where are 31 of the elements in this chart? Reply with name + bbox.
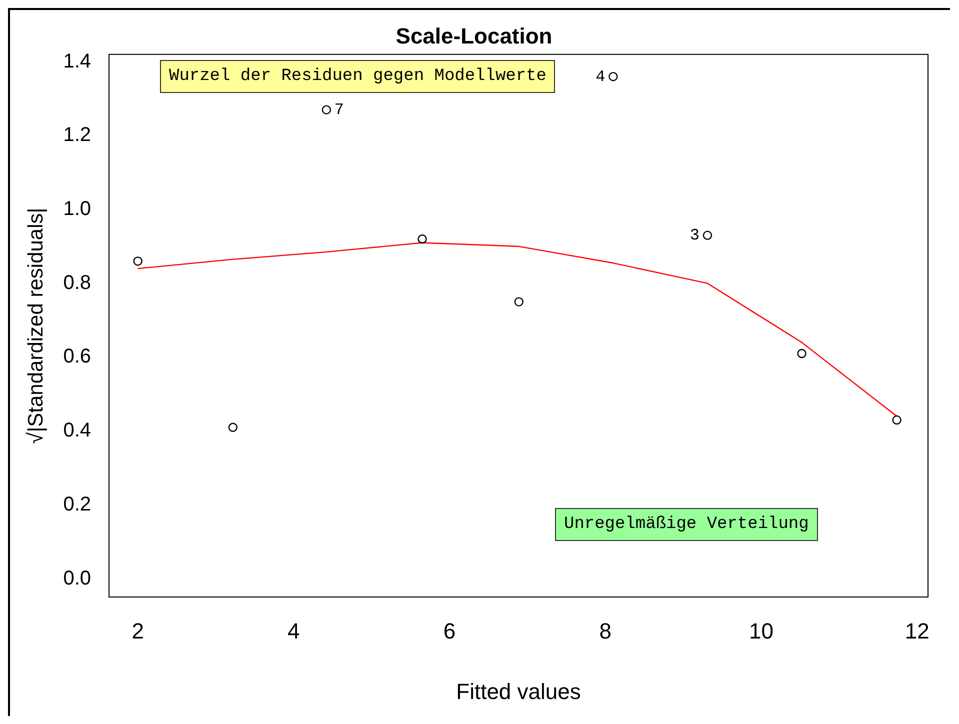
y-tick-label: 0.6 — [63, 346, 92, 368]
annotation: Wurzel der Residuen gegen Modellwerte — [160, 60, 556, 93]
y-axis-title: √|Standardized residuals| — [24, 208, 48, 444]
point — [608, 72, 618, 82]
point — [797, 348, 806, 358]
chart-title: Scale-Location — [396, 23, 552, 48]
point — [702, 230, 712, 240]
x-tick-label: 12 — [904, 618, 930, 644]
y-tick-label: 1.4 — [63, 50, 92, 72]
point — [228, 422, 238, 432]
point — [418, 234, 427, 244]
annotation: 4 — [596, 68, 606, 86]
y-tick-label: 0.2 — [63, 493, 92, 516]
point — [514, 297, 524, 306]
y-tick-label: 0.4 — [63, 420, 92, 442]
annotation: 7 — [334, 101, 344, 120]
x-tick-label: 8 — [599, 618, 612, 644]
annotation: 3 — [690, 226, 700, 245]
y-tick-label: 0.0 — [63, 567, 92, 590]
y-tick-label: 1.0 — [63, 198, 92, 220]
x-tick-label: 10 — [748, 618, 774, 644]
point — [322, 105, 332, 114]
x-tick-label: 6 — [443, 618, 456, 644]
x-tick-label: 2 — [132, 618, 144, 644]
point — [892, 415, 902, 425]
x-tick-label: 4 — [288, 618, 300, 644]
annotation: Unregelmäßige Verteilung — [555, 508, 818, 541]
x-axis-title: Fitted values — [456, 678, 581, 704]
point — [133, 256, 142, 266]
y-tick-label: 0.8 — [63, 272, 92, 294]
y-tick-label: 1.2 — [63, 124, 92, 146]
